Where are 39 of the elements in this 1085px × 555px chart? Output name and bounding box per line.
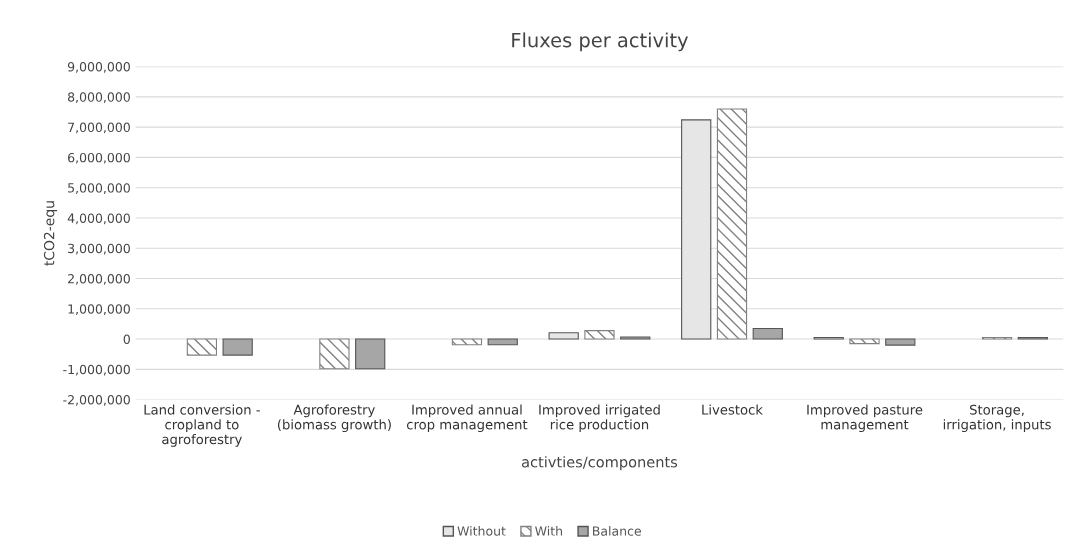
- bar: [681, 119, 712, 340]
- bar: [451, 338, 483, 346]
- y-tick-label: 7,000,000: [68, 122, 130, 134]
- y-tick-label: 8,000,000: [67, 92, 130, 104]
- legend-label: Without: [457, 526, 506, 536]
- x-axis-title: activties/components: [521, 456, 678, 471]
- bar: [752, 327, 783, 340]
- chart-title: Fluxes per activity: [512, 32, 688, 52]
- bar: [487, 338, 518, 346]
- x-tick-label: Storage, irrigation, inputs: [943, 404, 1051, 433]
- y-tick-label: 6,000,000: [68, 152, 130, 164]
- bar: [716, 108, 748, 340]
- y-tick-label: 2,000,000: [68, 273, 130, 285]
- y-tick-label: 5,000,000: [68, 183, 130, 194]
- y-axis-title: tCO2-equ: [43, 201, 58, 266]
- y-tick-label: -2,000,000: [63, 395, 130, 406]
- x-tick-label: Agroforestry (biomass growth): [277, 404, 391, 433]
- x-tick-label: Improved pasture management: [807, 404, 923, 433]
- legend-label: Balance: [593, 526, 641, 536]
- y-tick-label: 4,000,000: [67, 213, 130, 225]
- y-tick-label: 0: [123, 334, 130, 344]
- bar: [620, 336, 651, 340]
- y-tick-label: 9,000,000: [67, 62, 130, 73]
- x-tick-label: Improved annual crop management: [406, 404, 528, 433]
- bar: [849, 338, 880, 345]
- x-tick-label: Livestock: [702, 404, 763, 415]
- bar: [319, 338, 350, 370]
- bar: [885, 338, 916, 346]
- bar: [584, 330, 615, 340]
- y-tick-label: -1,000,000: [63, 364, 130, 376]
- legend-label: With: [535, 526, 562, 536]
- bar: [186, 338, 218, 356]
- y-tick-label: 1,000,000: [68, 304, 130, 315]
- x-tick-label: Land conversion - cropland to agroforestry: [144, 404, 260, 447]
- x-tick-label: Improved irrigated rice production: [539, 404, 660, 433]
- bar: [222, 338, 253, 356]
- y-tick-label: 3,000,000: [68, 243, 130, 255]
- bar: [548, 332, 579, 340]
- bar: [355, 338, 386, 370]
